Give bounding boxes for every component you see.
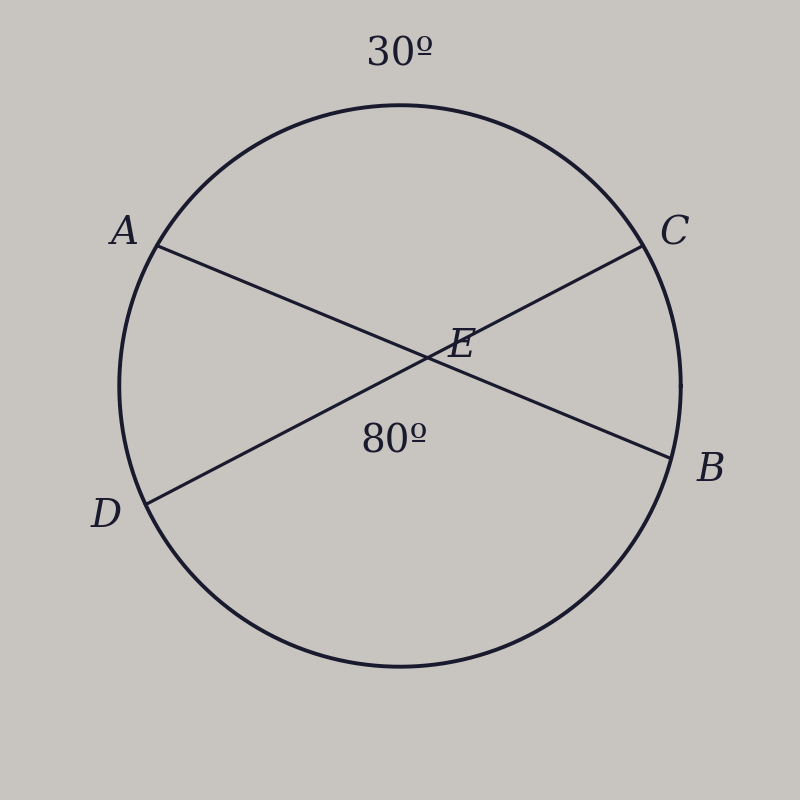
Text: A: A [111,215,139,252]
Text: 80º: 80º [360,423,428,461]
Text: 30º: 30º [366,36,434,73]
Text: B: B [696,452,725,489]
Text: C: C [660,215,690,252]
Text: E: E [447,328,475,365]
Text: D: D [90,498,122,535]
